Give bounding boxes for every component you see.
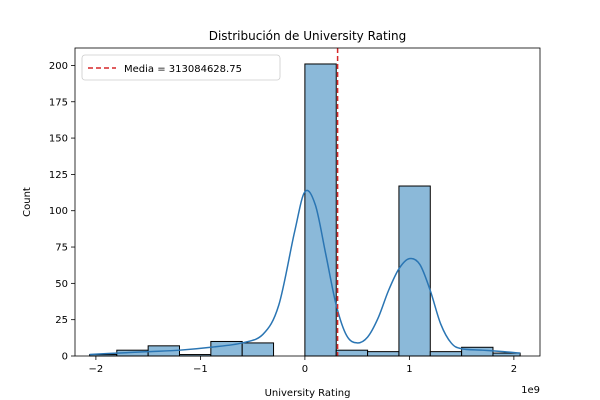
y-axis: 0 25 50 75 100 125 150 175 200: [49, 61, 75, 363]
y-tick-label: 175: [49, 97, 68, 108]
x-axis-title: University Rating: [265, 388, 351, 399]
legend-box: [81, 54, 281, 81]
y-tick-label: 125: [49, 170, 68, 181]
y-tick-label: 200: [49, 61, 68, 72]
chart-title: Distribución de University Rating: [209, 29, 407, 43]
x-axis: −2 −1 0 1 2: [89, 356, 517, 375]
y-tick-label: 100: [49, 206, 68, 217]
x-tick-label: 1: [406, 364, 412, 375]
histogram-bar: [429, 351, 463, 357]
legend: Media = 313084628.75: [81, 54, 281, 81]
kde-group: [89, 189, 521, 356]
x-tick-label: 2: [511, 364, 517, 375]
y-tick-label: 75: [55, 243, 68, 254]
kde-line: [89, 189, 521, 356]
y-tick-label: 25: [55, 315, 68, 326]
x-tick-label: 0: [302, 364, 308, 375]
legend-mean-label: Media = 313084628.75: [124, 64, 242, 75]
x-tick-label: −2: [89, 364, 104, 375]
x-offset-label: 1e9: [521, 385, 540, 396]
bars-group: [89, 63, 521, 357]
x-tick-label: −1: [193, 364, 208, 375]
y-tick-label: 150: [49, 134, 68, 145]
histogram-bar: [335, 349, 369, 357]
histogram-bar: [241, 342, 275, 357]
histogram-bar: [304, 63, 337, 357]
histogram-bar: [492, 352, 521, 357]
plot-frame: [74, 47, 541, 357]
histogram-bar: [398, 185, 431, 357]
y-axis-title: Count: [22, 187, 33, 217]
histogram-bar: [461, 346, 494, 357]
y-tick-label: 50: [55, 279, 68, 290]
y-tick-label: 0: [62, 352, 68, 363]
histogram-bar: [367, 351, 400, 357]
